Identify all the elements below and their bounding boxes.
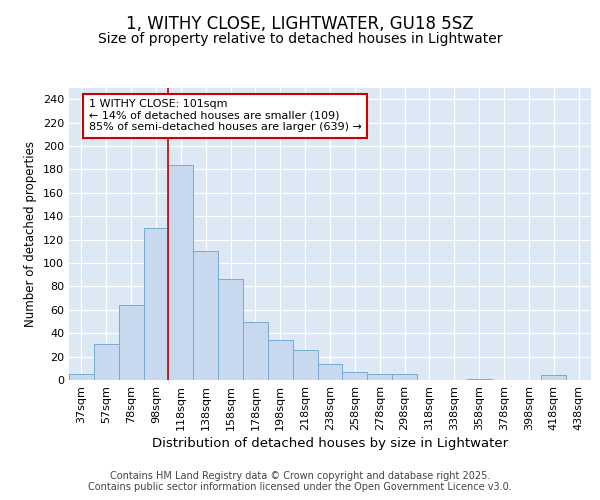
Bar xyxy=(143,228,169,380)
Text: 1, WITHY CLOSE, LIGHTWATER, GU18 5SZ: 1, WITHY CLOSE, LIGHTWATER, GU18 5SZ xyxy=(126,15,474,33)
Bar xyxy=(69,374,94,380)
Bar xyxy=(343,372,367,380)
Bar xyxy=(467,379,491,380)
Text: Size of property relative to detached houses in Lightwater: Size of property relative to detached ho… xyxy=(98,32,502,46)
Bar xyxy=(268,340,293,380)
Bar xyxy=(94,344,119,380)
Bar xyxy=(169,164,193,380)
Text: Contains HM Land Registry data © Crown copyright and database right 2025.
Contai: Contains HM Land Registry data © Crown c… xyxy=(88,471,512,492)
Bar xyxy=(243,322,268,380)
Bar xyxy=(193,252,218,380)
Bar xyxy=(367,374,392,380)
Bar xyxy=(293,350,317,380)
Bar xyxy=(317,364,343,380)
Text: 1 WITHY CLOSE: 101sqm
← 14% of detached houses are smaller (109)
85% of semi-det: 1 WITHY CLOSE: 101sqm ← 14% of detached … xyxy=(89,99,362,132)
Bar xyxy=(119,305,143,380)
Bar xyxy=(218,280,243,380)
Bar xyxy=(392,374,417,380)
X-axis label: Distribution of detached houses by size in Lightwater: Distribution of detached houses by size … xyxy=(152,437,508,450)
Bar xyxy=(541,376,566,380)
Y-axis label: Number of detached properties: Number of detached properties xyxy=(25,141,37,327)
